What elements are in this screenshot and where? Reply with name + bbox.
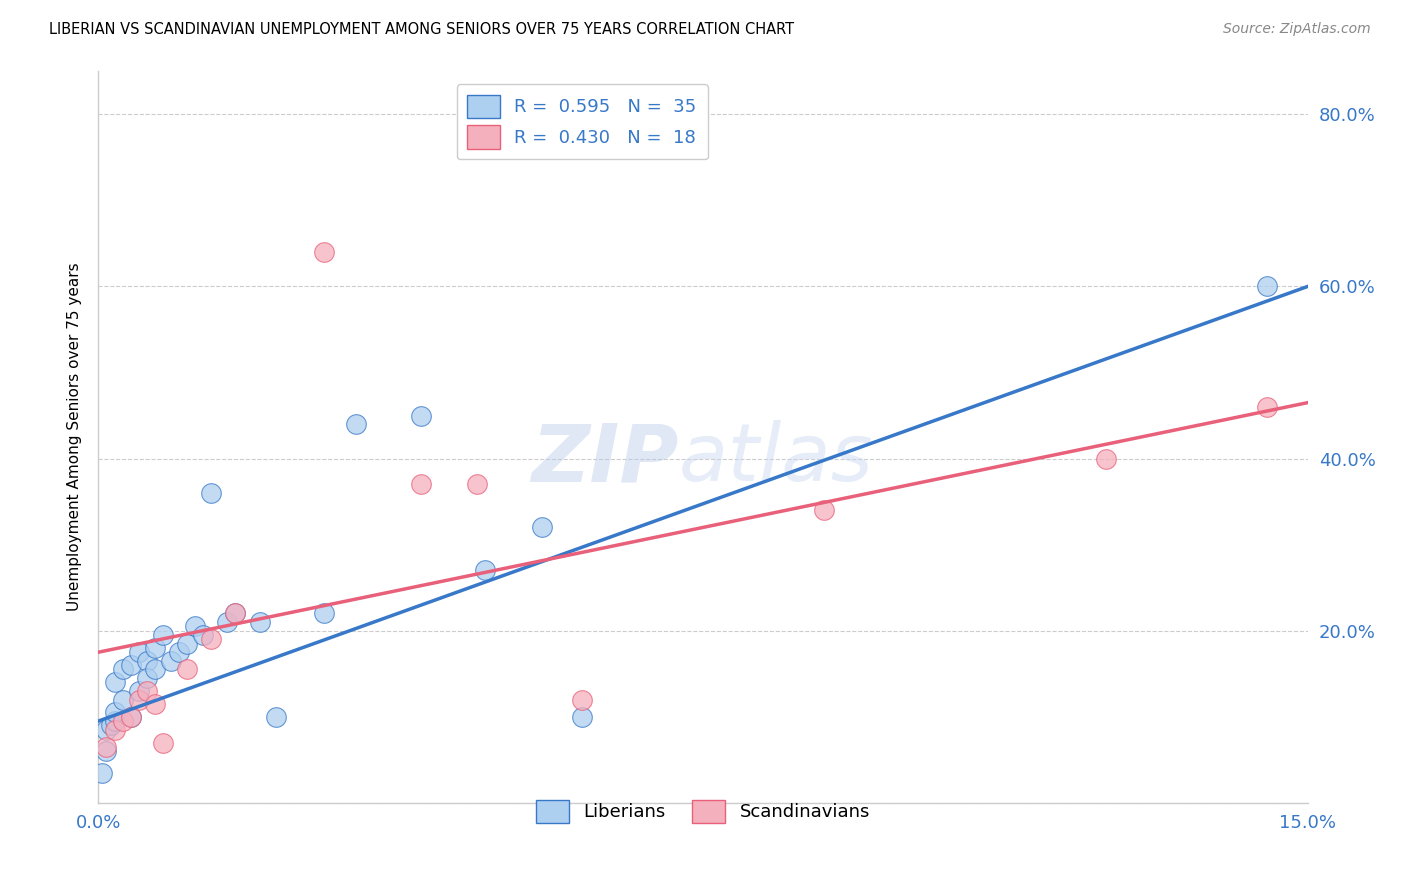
Point — [96, 723, 118, 737]
Point — [103, 675, 125, 690]
Point — [143, 640, 166, 655]
Point — [474, 564, 496, 578]
Point — [143, 662, 166, 676]
Point — [91, 765, 114, 780]
Text: Source: ZipAtlas.com: Source: ZipAtlas.com — [1223, 22, 1371, 37]
Point — [224, 607, 246, 621]
Point — [571, 710, 593, 724]
Point — [176, 637, 198, 651]
Point — [409, 409, 432, 423]
Point — [264, 710, 287, 724]
Point — [200, 486, 222, 500]
Point — [193, 628, 215, 642]
Point — [128, 645, 150, 659]
Text: atlas: atlas — [679, 420, 873, 498]
Point — [120, 710, 142, 724]
Point — [314, 245, 336, 260]
Point — [184, 619, 207, 633]
Point — [176, 662, 198, 676]
Point — [120, 658, 142, 673]
Point — [100, 718, 122, 732]
Point — [103, 706, 125, 720]
Point — [96, 739, 118, 754]
Point — [465, 477, 488, 491]
Point — [314, 607, 336, 621]
Point — [1095, 451, 1118, 466]
Point — [128, 684, 150, 698]
Text: LIBERIAN VS SCANDINAVIAN UNEMPLOYMENT AMONG SENIORS OVER 75 YEARS CORRELATION CH: LIBERIAN VS SCANDINAVIAN UNEMPLOYMENT AM… — [49, 22, 794, 37]
Point — [135, 671, 157, 685]
Y-axis label: Unemployment Among Seniors over 75 years: Unemployment Among Seniors over 75 years — [67, 263, 83, 611]
Point — [1256, 279, 1278, 293]
Point — [217, 615, 239, 629]
Point — [135, 684, 157, 698]
Point — [409, 477, 432, 491]
Point — [135, 654, 157, 668]
Point — [103, 714, 125, 728]
Point — [111, 662, 134, 676]
Point — [103, 723, 125, 737]
Point — [224, 607, 246, 621]
Point — [571, 692, 593, 706]
Point — [167, 645, 190, 659]
Point — [152, 735, 174, 749]
Point — [200, 632, 222, 647]
Point — [530, 520, 553, 534]
Point — [128, 692, 150, 706]
Point — [120, 710, 142, 724]
Text: ZIP: ZIP — [531, 420, 679, 498]
Point — [111, 714, 134, 728]
Point — [96, 744, 118, 758]
Point — [249, 615, 271, 629]
Point — [111, 692, 134, 706]
Legend: Liberians, Scandinavians: Liberians, Scandinavians — [526, 789, 880, 834]
Point — [152, 628, 174, 642]
Point — [813, 503, 835, 517]
Point — [160, 654, 183, 668]
Point — [1256, 400, 1278, 414]
Point — [143, 697, 166, 711]
Point — [344, 417, 367, 432]
